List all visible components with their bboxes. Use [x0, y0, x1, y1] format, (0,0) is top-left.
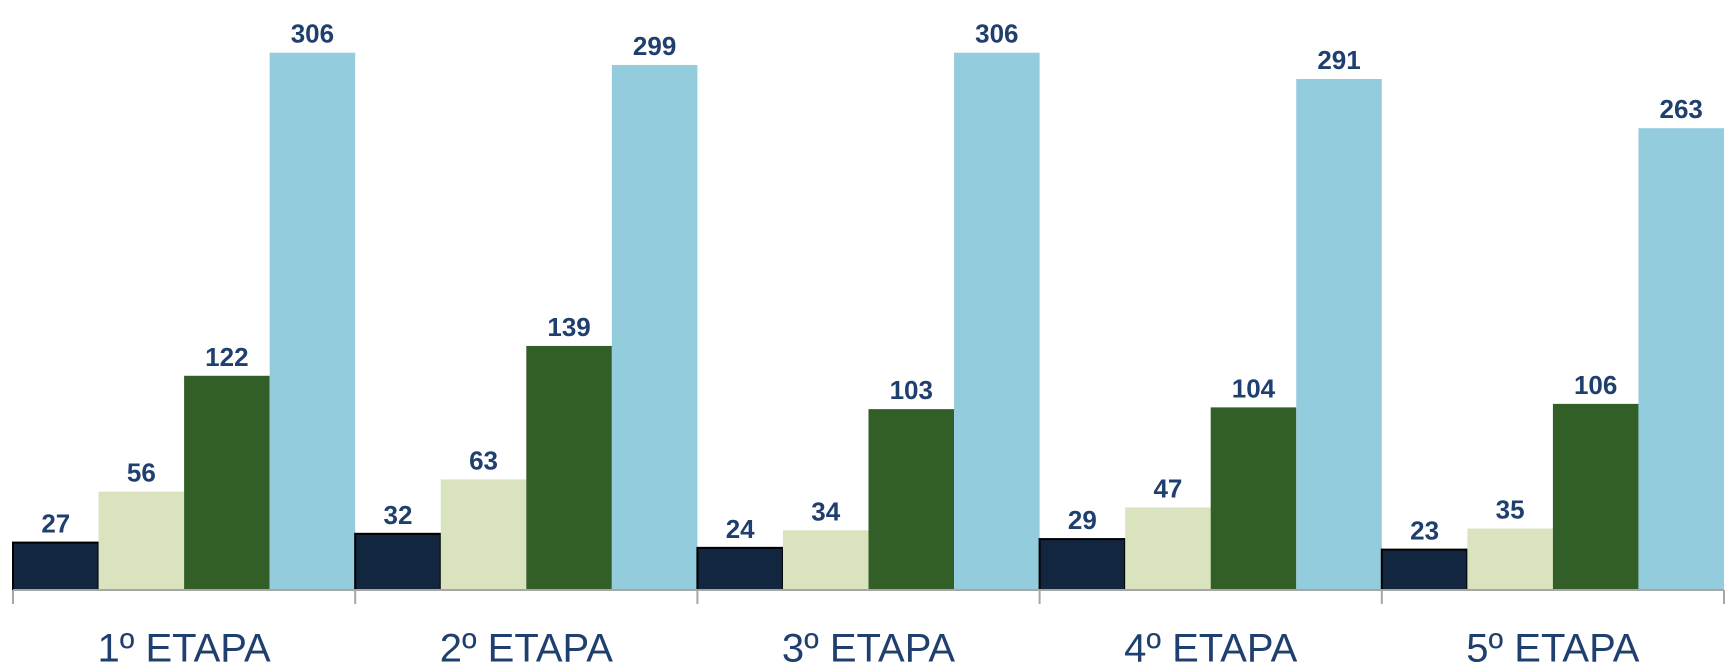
bar: [1380, 548, 1469, 592]
value-label: 56: [127, 458, 156, 488]
bar: [354, 532, 442, 591]
value-label: 306: [291, 19, 334, 49]
x-tick-label: 1º ETAPA: [98, 627, 272, 670]
value-label: 139: [547, 312, 590, 342]
bar: [696, 546, 784, 591]
bar: [782, 530, 869, 590]
value-label: 306: [975, 19, 1018, 49]
value-label: 291: [1317, 45, 1360, 75]
value-label: 24: [726, 514, 755, 544]
value-label: 106: [1574, 370, 1617, 400]
value-label: 263: [1660, 94, 1703, 124]
x-tick-label: 5º ETAPA: [1466, 627, 1640, 670]
value-label: 23: [1410, 516, 1439, 546]
bar: [1210, 407, 1297, 590]
bar: [1125, 507, 1211, 590]
bar: [611, 64, 698, 591]
value-label: 104: [1232, 373, 1276, 403]
x-tick-label: 2º ETAPA: [440, 627, 614, 670]
bar: [269, 52, 356, 590]
x-tick-label: 4º ETAPA: [1124, 627, 1298, 670]
bar: [1467, 528, 1553, 590]
bar: [526, 345, 612, 590]
value-label: 122: [205, 342, 248, 372]
bar: [184, 375, 270, 590]
value-label: 35: [1496, 495, 1525, 525]
bar: [868, 409, 955, 590]
bar: [98, 491, 185, 590]
bar: [440, 479, 527, 590]
x-tick-label: 3º ETAPA: [782, 627, 956, 670]
bar: [954, 52, 1040, 590]
bar: [1038, 538, 1127, 592]
bar: [1552, 403, 1639, 590]
value-label: 27: [41, 509, 70, 539]
value-label: 299: [633, 31, 676, 61]
bar: [12, 541, 100, 592]
value-label: 63: [469, 445, 498, 475]
value-label: 103: [890, 375, 933, 405]
bar: [1638, 128, 1724, 591]
value-label: 32: [384, 500, 413, 530]
value-label: 47: [1153, 473, 1182, 503]
bar: [1296, 79, 1382, 591]
value-label: 29: [1068, 505, 1097, 535]
value-label: 34: [811, 496, 840, 526]
